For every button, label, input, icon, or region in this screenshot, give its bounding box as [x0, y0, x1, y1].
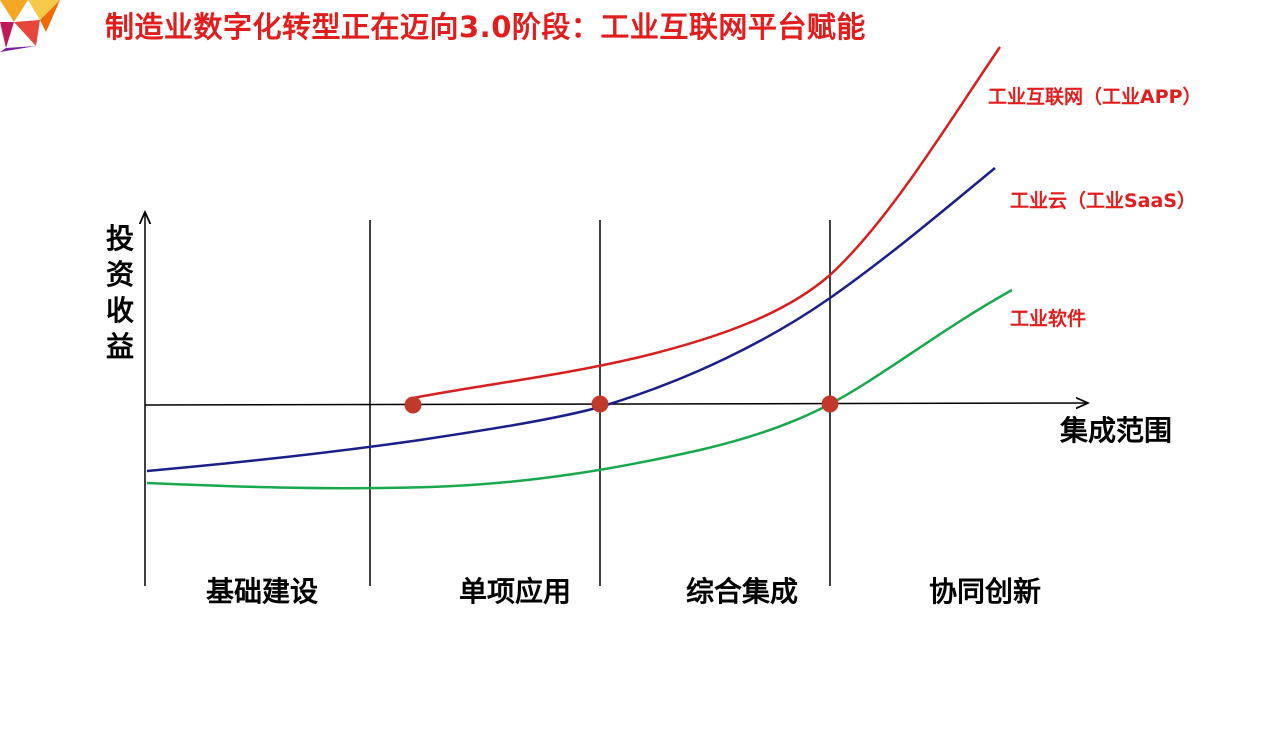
x-axis-label: 集成范围 — [1059, 414, 1172, 447]
logo-shard — [0, 22, 14, 48]
curve-label: 工业云（工业SaaS） — [1010, 189, 1196, 212]
y-axis-label-char: 益 — [106, 330, 134, 363]
milestone-marker — [404, 396, 422, 414]
logo-shard — [28, 0, 60, 20]
logo-shard — [0, 46, 36, 52]
curve-label: 工业互联网（工业APP） — [988, 85, 1202, 108]
curve-industrial-software — [146, 288, 1013, 490]
milestone-marker — [821, 395, 839, 413]
curve-label: 工业软件 — [1010, 307, 1086, 330]
y-axis-label-char: 投 — [106, 222, 134, 255]
curve-industrial-cloud — [146, 167, 996, 473]
y-axis-label-char: 资 — [106, 258, 134, 291]
stage-label: 协同创新 — [929, 575, 1041, 608]
page-title: 制造业数字化转型正在迈向3.0阶段：工业互联网平台赋能 — [105, 10, 866, 44]
stage-label: 综合集成 — [686, 575, 798, 608]
logo-shard — [40, 0, 60, 32]
corner-logo-icon — [0, 0, 60, 52]
stage-label: 单项应用 — [459, 575, 571, 608]
y-axis-label-char: 收 — [106, 294, 134, 327]
logo-shard — [14, 20, 40, 46]
milestone-marker — [591, 395, 609, 413]
logo-shard — [0, 0, 28, 22]
x-axis — [144, 403, 1088, 405]
y-axis-label: 投资收益 — [106, 222, 134, 363]
curve-industrial-internet — [412, 46, 1002, 400]
stage-label: 基础建设 — [206, 575, 318, 608]
